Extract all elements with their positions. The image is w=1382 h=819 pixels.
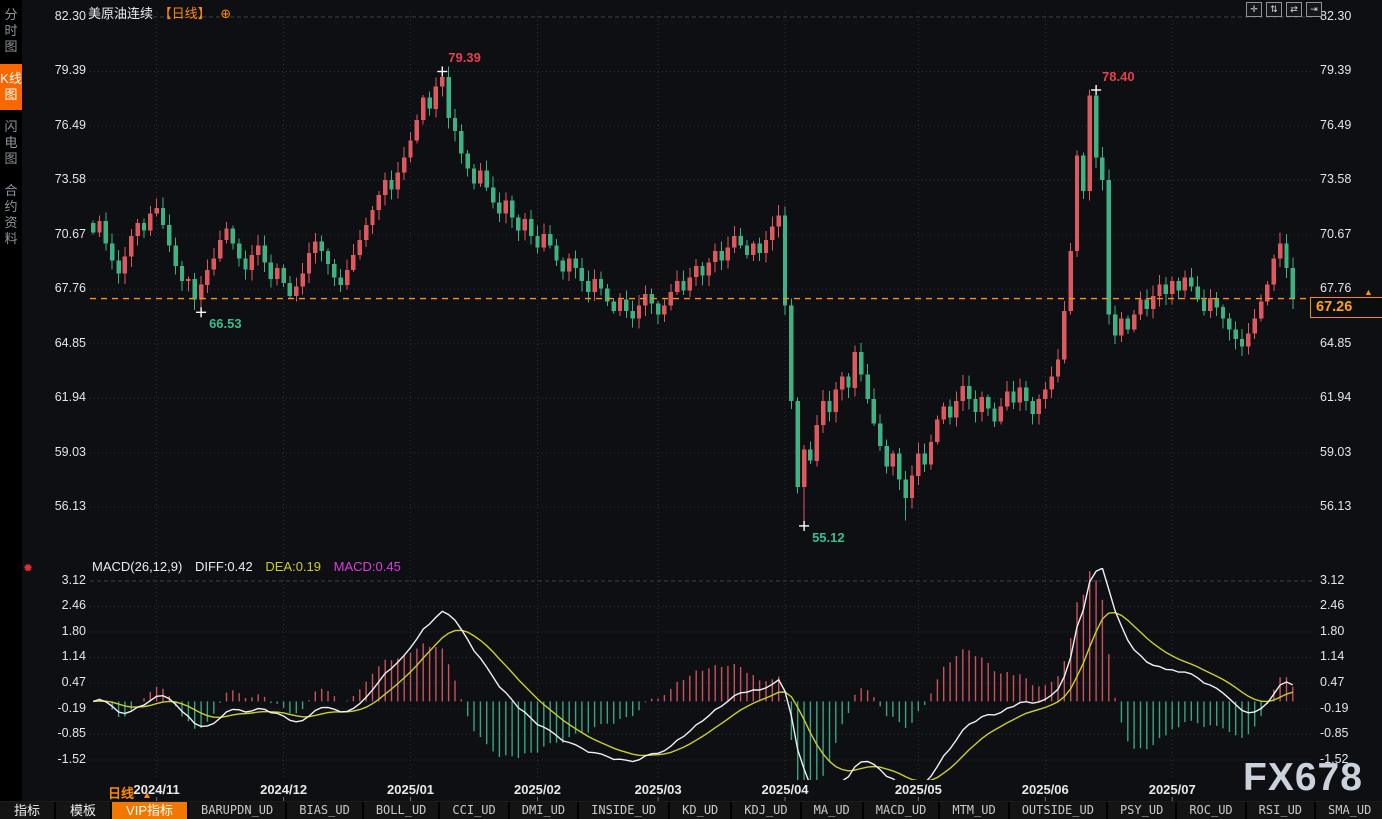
add-circle-icon[interactable]: ⊕: [220, 6, 232, 21]
macd-axis-right-1.80: 1.80: [1320, 623, 1345, 638]
macd-axis-right--0.19: -0.19: [1320, 700, 1349, 715]
toolbar-tab-1[interactable]: 指标: [0, 802, 57, 819]
macd-dea-value: DEA:0.19: [265, 559, 322, 574]
symbol-title: 美原油连续: [88, 6, 154, 21]
x-axis-label-2025-06: 2025/06: [1021, 782, 1069, 797]
x-axis-label-2025-04: 2025/04: [761, 782, 809, 797]
price-axis-right-82.30: 82.30: [1320, 9, 1352, 23]
indicator-item-psy_ud[interactable]: PSY_UD: [1107, 802, 1178, 819]
macd-axis-right-1.14: 1.14: [1320, 649, 1345, 664]
x-axis-label-2024-12: 2024/12: [260, 782, 308, 797]
indicator-item-boll_ud[interactable]: BOLL_UD: [363, 802, 441, 819]
indicator-toolbar: 指标 模板 VIP指标 BARUPDN_UD BIAS_UD BOLL_UD CCI_UD D…: [0, 801, 1382, 819]
price-axis-right-79.39: 79.39: [1320, 63, 1352, 78]
macd-axis-right-0.47: 0.47: [1320, 675, 1345, 690]
indicator-item-cci_ud[interactable]: CCI_UD: [440, 802, 510, 819]
indicator-item-macd_ud[interactable]: MACD_UD: [863, 802, 941, 819]
price-axis-right-56.13: 56.13: [1320, 499, 1352, 513]
price-axis-left-59.03: 59.03: [54, 444, 86, 459]
pan-right-icon[interactable]: ⇥: [1306, 2, 1322, 17]
price-axis-left-64.85: 64.85: [54, 335, 86, 350]
annotation-78.40: 78.40: [1102, 69, 1135, 85]
annotation-66.53: 66.53: [209, 316, 242, 332]
period-selector[interactable]: 日线 ▲: [108, 786, 152, 801]
watermark: FX678: [1243, 756, 1363, 799]
macd-title: MACD(26,12,9): [92, 559, 183, 574]
fit-vertical-icon[interactable]: ⇅: [1266, 2, 1282, 17]
price-axis-left-70.67: 70.67: [54, 226, 86, 241]
toolbar-tab-3[interactable]: VIP指标: [112, 802, 189, 819]
left-sidebar: 分时图 K线图闪电图合约资料: [0, 0, 22, 802]
indicator-item-kdj_ud[interactable]: KDJ_UD: [732, 802, 802, 819]
sidebar-tab-2[interactable]: K线图: [0, 64, 22, 110]
macd-axis-right--0.85: -0.85: [1320, 726, 1349, 741]
sidebar-tab-1[interactable]: 分时图: [4, 7, 18, 54]
fit-horizontal-icon[interactable]: ⇄: [1286, 2, 1302, 17]
current-price-box: 67.26: [1310, 296, 1382, 318]
indicator-item-ma_ud[interactable]: MA_UD: [801, 802, 864, 819]
indicator-item-sma_ud[interactable]: SMA_UD: [1316, 802, 1382, 819]
price-axis-left-61.94: 61.94: [54, 390, 86, 405]
x-axis-label-2025-03: 2025/03: [634, 782, 682, 797]
price-axis-right-70.67: 70.67: [1320, 226, 1352, 241]
indicator-item-outside_ud[interactable]: OUTSIDE_UD: [1009, 802, 1108, 819]
price-axis-right-59.03: 59.03: [1320, 444, 1352, 459]
price-axis-left-82.30: 82.30: [54, 9, 86, 23]
macd-header-row: MACD(26,12,9) DIFF:0.42 DEA:0.19 MACD:0.…: [92, 559, 410, 574]
macd-axis-left-1.14: 1.14: [61, 649, 86, 664]
macd-axis-left-2.46: 2.46: [61, 598, 86, 613]
price-axis-left-67.76: 67.76: [54, 281, 86, 296]
annotation-79.39: 79.39: [448, 50, 481, 66]
x-axis-label-2025-02: 2025/02: [513, 782, 561, 797]
indicator-item-mtm_ud[interactable]: MTM_UD: [940, 802, 1010, 819]
chart-toolbar-top-right: ✛ ⇅ ⇄ ⇥: [1246, 2, 1322, 17]
price-axis-right-64.85: 64.85: [1320, 335, 1352, 350]
chart-header: 美原油连续 【日线】 ⊕: [88, 3, 231, 22]
annotation-55.12: 55.12: [812, 529, 845, 545]
price-axis-right-67.76: 67.76: [1320, 281, 1352, 296]
indicator-item-inside_ud[interactable]: INSIDE_UD: [579, 802, 671, 819]
x-axis-label-2025-01: 2025/01: [387, 782, 435, 797]
macd-diff-value: DIFF:0.42: [194, 559, 253, 574]
macd-axis-right-2.46: 2.46: [1320, 598, 1345, 613]
move-tool-icon[interactable]: ✛: [1246, 2, 1262, 17]
macd-macd-value: MACD:0.45: [333, 559, 401, 574]
macd-axis-left-0.47: 0.47: [61, 675, 86, 690]
price-axis-left-76.49: 76.49: [54, 117, 86, 132]
toolbar-tab-2[interactable]: 模板: [56, 802, 113, 819]
x-axis-label-2024-11: 2024/11: [133, 782, 180, 797]
macd-axis-left--0.85: -0.85: [57, 726, 87, 741]
indicator-item-barupdn_ud[interactable]: BARUPDN_UD: [189, 802, 288, 819]
price-axis-right-76.49: 76.49: [1320, 117, 1352, 132]
price-axis-left-73.58: 73.58: [54, 172, 86, 187]
live-indicator-icon: ✹: [23, 561, 34, 575]
macd-axis-right-3.12: 3.12: [1320, 573, 1345, 587]
indicator-item-rsi_ud[interactable]: RSI_UD: [1246, 802, 1317, 819]
sidebar-tab-3[interactable]: 闪电图: [4, 119, 18, 166]
price-axis-right-61.94: 61.94: [1320, 390, 1352, 405]
period-tag: 【日线】: [158, 6, 211, 21]
price-axis-left-56.13: 56.13: [54, 499, 86, 513]
macd-axis-right--1.52: -1.52: [1320, 752, 1349, 766]
indicator-item-dmi_ud[interactable]: DMI_UD: [509, 802, 580, 819]
macd-axis-left--1.52: -1.52: [57, 752, 87, 766]
indicator-item-bias_ud[interactable]: BIAS_UD: [287, 802, 364, 819]
indicator-item-roc_ud[interactable]: ROC_UD: [1177, 802, 1247, 819]
price-axis-right-73.58: 73.58: [1320, 172, 1352, 187]
x-axis-label-2025-05: 2025/05: [894, 782, 942, 797]
macd-axis-left-1.80: 1.80: [61, 623, 86, 638]
sidebar-tab-4[interactable]: 合约资料: [4, 183, 18, 246]
price-axis-left-79.39: 79.39: [54, 63, 86, 78]
x-axis-label-2025-07: 2025/07: [1148, 782, 1196, 797]
macd-axis-left-3.12: 3.12: [61, 573, 86, 587]
price-up-arrow-icon: ▲: [1364, 286, 1373, 297]
macd-axis-left--0.19: -0.19: [57, 700, 87, 715]
indicator-item-kd_ud[interactable]: KD_UD: [670, 802, 733, 819]
